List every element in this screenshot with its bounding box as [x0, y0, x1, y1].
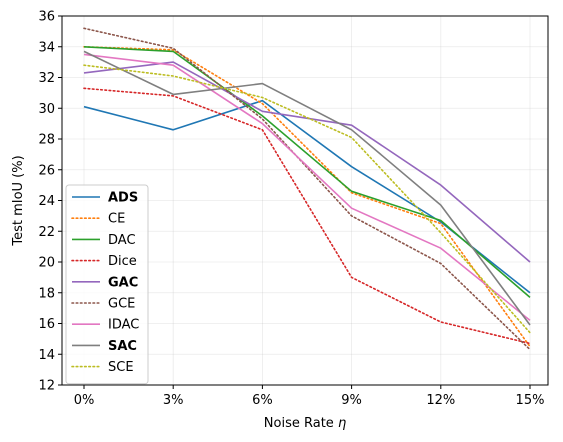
series-lines [83, 27, 531, 351]
y-tick-label: 30 [38, 102, 55, 117]
x-axis-label-text: Noise Rate [264, 416, 338, 431]
y-tick-label: 34 [38, 40, 55, 55]
legend-box [65, 184, 149, 385]
series-line-gce [83, 27, 531, 351]
y-tick-label: 20 [38, 256, 55, 271]
legend-label-sac: SAC [108, 339, 137, 354]
x-tick-label: 9% [341, 393, 362, 408]
y-tick-label: 16 [38, 317, 55, 332]
x-tick-label: 0% [74, 393, 95, 408]
x-tick-label: 15% [516, 393, 545, 408]
legend-label-gce: GCE [108, 297, 135, 312]
legend-label-ads: ADS [108, 191, 138, 206]
series-line-ce [83, 45, 531, 348]
legend-label-gac: GAC [108, 275, 138, 290]
y-tick-label: 26 [38, 163, 55, 178]
y-tick-label: 36 [38, 10, 55, 25]
y-axis-label: Test mIoU (%) [11, 155, 26, 246]
series-line-gac [83, 61, 531, 263]
y-tick-label: 12 [38, 379, 55, 394]
series-line-sac [83, 50, 531, 326]
legend-label-ce: CE [108, 212, 125, 227]
series-line-idac [83, 53, 531, 322]
x-tick-label: 6% [252, 393, 273, 408]
y-tick-label: 24 [38, 194, 55, 209]
x-tick-label: 3% [163, 393, 184, 408]
series-line-sce [83, 64, 531, 334]
legend-label-idac: IDAC [108, 318, 139, 333]
x-axis-label: Noise Rate η [264, 416, 346, 431]
series-line-ads [83, 99, 531, 294]
legend-label-dice: Dice [108, 254, 137, 269]
y-tick-label: 22 [38, 225, 55, 240]
y-tick-label: 32 [38, 71, 55, 86]
x-axis: 0% 3% 6% 9% 12% 15% [74, 385, 545, 408]
y-tick-label: 18 [38, 286, 55, 301]
x-tick-label: 12% [426, 393, 455, 408]
y-tick-label: 28 [38, 133, 55, 148]
legend-label-sce: SCE [108, 360, 134, 375]
y-axis: 12 14 16 18 20 22 24 26 28 30 32 34 36 [38, 10, 62, 394]
series-line-dice [83, 87, 531, 345]
series-line-dac [83, 46, 531, 299]
x-axis-label-symbol: η [338, 416, 346, 431]
legend: ADS CE DAC Dice GAC GCE IDAC SAC SCE [65, 184, 149, 385]
y-tick-label: 14 [38, 348, 55, 363]
legend-label-dac: DAC [108, 233, 136, 248]
